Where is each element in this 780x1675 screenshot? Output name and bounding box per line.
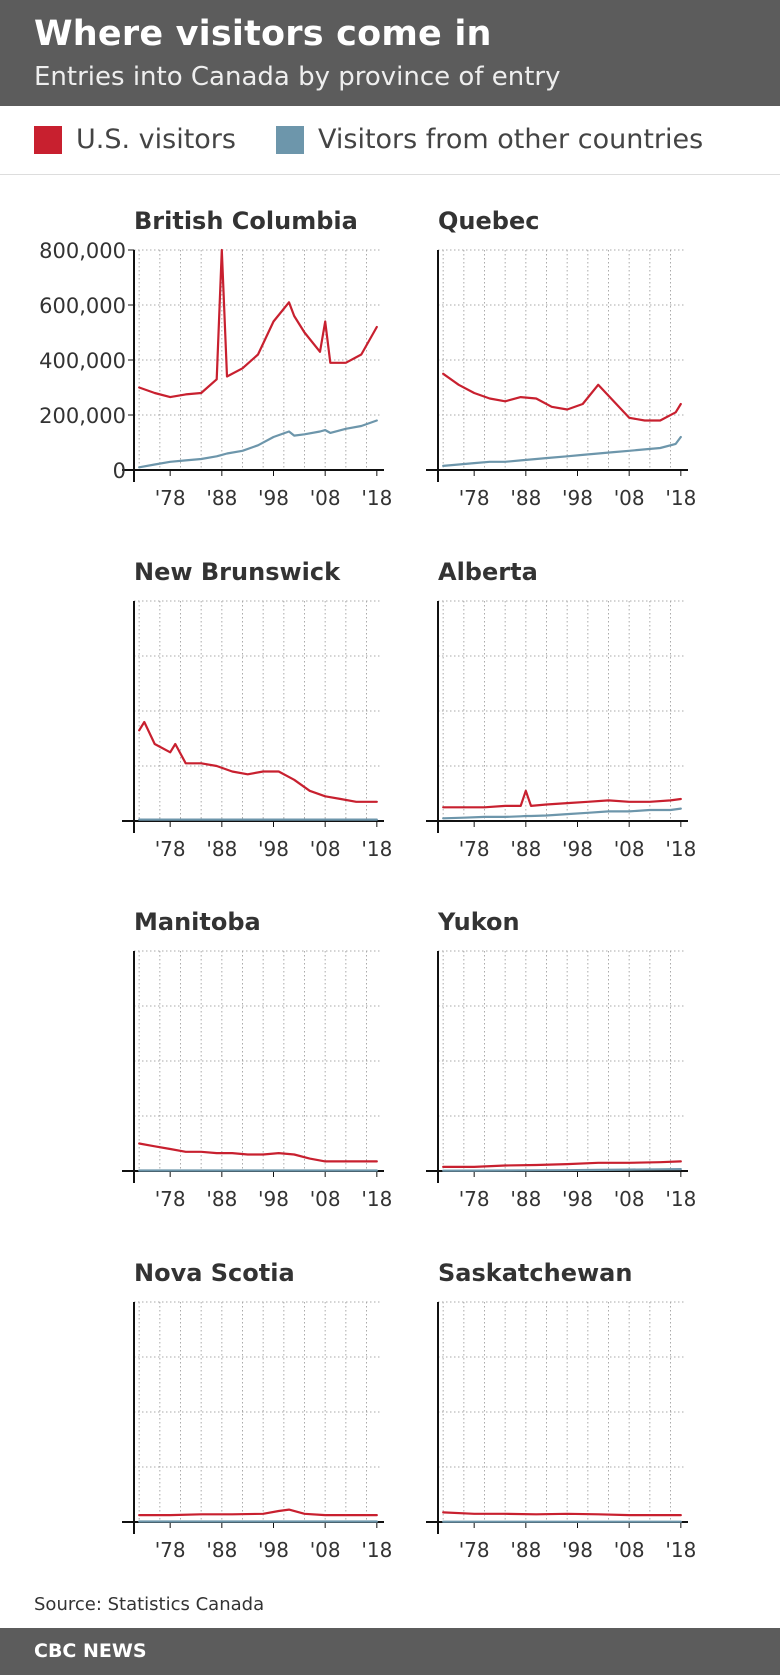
x-tick-label: '18 bbox=[665, 1538, 696, 1562]
legend-label-us: U.S. visitors bbox=[76, 124, 236, 155]
series-us-yukon bbox=[442, 1160, 682, 1169]
panel-title-saskatchewan: Saskatchewan bbox=[438, 1259, 632, 1287]
x-tick-label: '78 bbox=[155, 486, 186, 510]
legend: U.S. visitors Visitors from other countr… bbox=[0, 106, 780, 175]
x-tick-label: '18 bbox=[361, 1538, 392, 1562]
panel-title-british-columbia: British Columbia bbox=[134, 207, 358, 235]
x-tick-label: '78 bbox=[459, 837, 490, 861]
x-tick-label: '88 bbox=[510, 1538, 541, 1562]
series-other-quebec bbox=[442, 435, 682, 467]
legend-swatch-us bbox=[34, 125, 62, 154]
x-tick-label: '18 bbox=[665, 1187, 696, 1211]
series-us-british-columbia bbox=[138, 248, 378, 399]
series-us-manitoba bbox=[138, 1142, 378, 1163]
x-tick-label: '88 bbox=[206, 837, 237, 861]
x-tick-label: '08 bbox=[310, 837, 341, 861]
x-tick-label: '88 bbox=[206, 486, 237, 510]
x-tick-label: '18 bbox=[361, 1187, 392, 1211]
x-tick-label: '78 bbox=[459, 1538, 490, 1562]
x-tick-label: '78 bbox=[155, 837, 186, 861]
x-tick-label: '18 bbox=[361, 837, 392, 861]
panel-title-nova-scotia: Nova Scotia bbox=[134, 1259, 295, 1287]
x-tick-label: '88 bbox=[206, 1538, 237, 1562]
panel-title-new-brunswick: New Brunswick bbox=[134, 558, 341, 586]
x-tick-label: '78 bbox=[459, 486, 490, 510]
y-tick-label: 0 bbox=[113, 459, 126, 483]
series-other-alberta bbox=[442, 807, 682, 820]
x-tick-label: '18 bbox=[665, 486, 696, 510]
panel-title-alberta: Alberta bbox=[438, 558, 538, 586]
chart-subtitle: Entries into Canada by province of entry bbox=[34, 62, 561, 92]
x-tick-label: '78 bbox=[155, 1538, 186, 1562]
series-us-alberta bbox=[442, 789, 682, 809]
x-tick-label: '98 bbox=[562, 1187, 593, 1211]
x-tick-label: '08 bbox=[310, 1187, 341, 1211]
panel-title-yukon: Yukon bbox=[437, 908, 520, 936]
chart-title: Where visitors come in bbox=[34, 14, 492, 54]
series-us-new-brunswick bbox=[138, 720, 378, 803]
panel-title-quebec: Quebec bbox=[438, 207, 539, 235]
brand-logo-text: CBC NEWS bbox=[34, 1640, 147, 1662]
y-tick-label: 600,000 bbox=[39, 294, 126, 318]
x-tick-label: '98 bbox=[562, 486, 593, 510]
x-tick-label: '98 bbox=[258, 837, 289, 861]
x-tick-label: '88 bbox=[206, 1187, 237, 1211]
x-tick-label: '98 bbox=[258, 1187, 289, 1211]
y-tick-label: 200,000 bbox=[39, 404, 126, 428]
x-tick-label: '98 bbox=[258, 486, 289, 510]
x-tick-label: '18 bbox=[361, 486, 392, 510]
x-tick-label: '78 bbox=[459, 1187, 490, 1211]
chart-header: Where visitors come in Entries into Cana… bbox=[0, 0, 780, 106]
y-tick-label: 400,000 bbox=[39, 349, 126, 373]
series-us-nova-scotia bbox=[138, 1508, 378, 1517]
x-tick-label: '98 bbox=[562, 837, 593, 861]
x-tick-label: '08 bbox=[614, 1187, 645, 1211]
x-tick-label: '98 bbox=[562, 1538, 593, 1562]
legend-item-us: U.S. visitors bbox=[34, 124, 236, 155]
legend-swatch-other bbox=[276, 125, 304, 154]
x-tick-label: '08 bbox=[310, 486, 341, 510]
series-other-yukon bbox=[442, 1167, 682, 1172]
x-tick-label: '88 bbox=[510, 486, 541, 510]
series-us-quebec bbox=[442, 372, 682, 422]
x-tick-label: '08 bbox=[614, 486, 645, 510]
panel-title-manitoba: Manitoba bbox=[134, 908, 261, 936]
series-us-saskatchewan bbox=[442, 1511, 682, 1517]
x-tick-label: '98 bbox=[258, 1538, 289, 1562]
x-tick-label: '78 bbox=[155, 1187, 186, 1211]
series-other-british-columbia bbox=[138, 419, 378, 469]
x-tick-label: '88 bbox=[510, 1187, 541, 1211]
legend-item-other: Visitors from other countries bbox=[276, 124, 703, 155]
x-tick-label: '08 bbox=[614, 1538, 645, 1562]
x-tick-label: '18 bbox=[665, 837, 696, 861]
source-note: Source: Statistics Canada bbox=[34, 1594, 265, 1615]
footer: CBC NEWS bbox=[0, 1628, 780, 1675]
x-tick-label: '08 bbox=[614, 837, 645, 861]
x-tick-label: '08 bbox=[310, 1538, 341, 1562]
x-tick-label: '88 bbox=[510, 837, 541, 861]
legend-label-other: Visitors from other countries bbox=[318, 124, 704, 155]
y-tick-label: 800,000 bbox=[39, 239, 126, 263]
